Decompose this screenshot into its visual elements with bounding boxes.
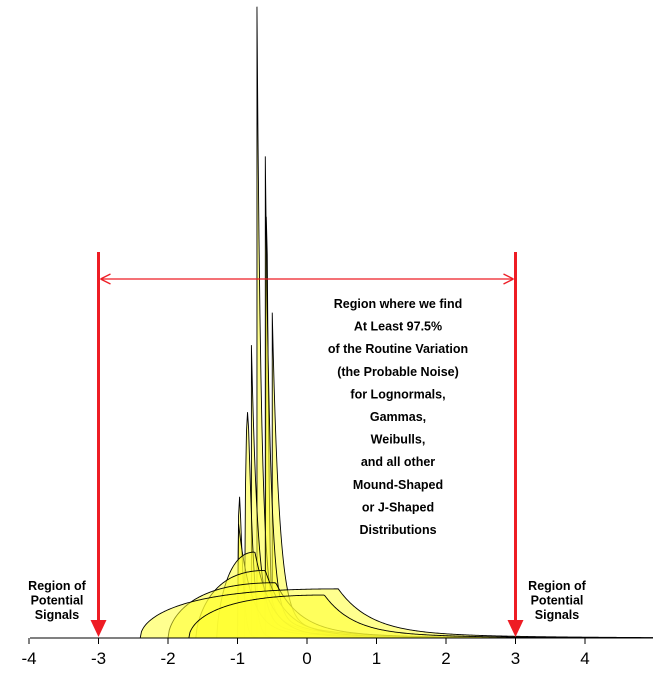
signal-region-label-line: Region of <box>28 579 86 593</box>
signal-region-label-line: Potential <box>31 594 84 608</box>
distribution-curve <box>256 6 653 639</box>
distribution-curve <box>264 156 653 639</box>
x-tick-label: 2 <box>441 649 450 668</box>
signal-region-label-line: Signals <box>35 608 80 622</box>
annotation-line: Weibulls, <box>371 433 426 447</box>
x-tick-label: -3 <box>91 649 106 668</box>
x-tick-label: 0 <box>302 649 311 668</box>
signal-region-label-line: Region of <box>528 579 586 593</box>
annotation-line: for Lognormals, <box>350 387 445 401</box>
noise-span-left-arrowhead <box>100 273 111 285</box>
annotation-line: or J-Shaped <box>362 500 434 514</box>
x-tick-label: -1 <box>230 649 245 668</box>
limit-arrows <box>90 252 524 637</box>
noise-region-annotation: Region where we find At Least 97.5% of the… <box>328 297 468 537</box>
annotation-line: of the Routine Variation <box>328 342 468 356</box>
annotation-line: At Least 97.5% <box>354 320 442 334</box>
annotation-line: (the Probable Noise) <box>337 365 459 379</box>
noise-span-right-arrowhead <box>503 273 514 285</box>
annotation-line: Gammas, <box>370 410 426 424</box>
x-axis-ticks: -4 -3 -2 -1 0 1 2 3 4 <box>21 638 590 668</box>
annotation-line: and all other <box>361 455 435 469</box>
x-tick-label: 4 <box>580 649 589 668</box>
annotation-line: Mound-Shaped <box>353 478 443 492</box>
x-tick-label: 1 <box>372 649 381 668</box>
x-tick-label: -2 <box>160 649 175 668</box>
annotation-line: Region where we find <box>334 297 463 311</box>
x-tick-label: 3 <box>511 649 520 668</box>
upper-limit-arrowhead <box>507 620 524 637</box>
lower-limit-arrowhead <box>90 620 107 637</box>
x-tick-label: -4 <box>21 649 36 668</box>
distribution-curve <box>264 216 653 639</box>
annotation-line: Distributions <box>359 523 436 537</box>
signal-region-label-line: Potential <box>531 594 584 608</box>
signal-region-label-line: Signals <box>535 608 580 622</box>
